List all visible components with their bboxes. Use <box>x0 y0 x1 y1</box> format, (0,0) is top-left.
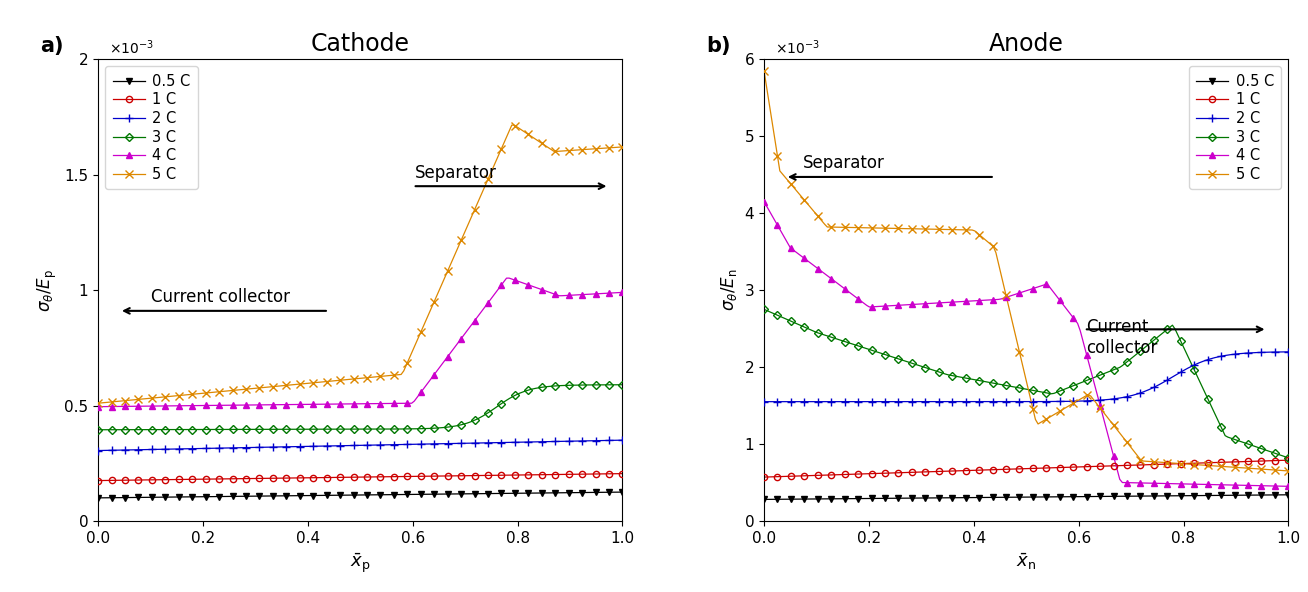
Title: Anode: Anode <box>989 32 1063 56</box>
Text: $\times10^{-3}$: $\times10^{-3}$ <box>109 38 153 57</box>
Legend: 0.5 C, 1 C, 2 C, 3 C, 4 C, 5 C: 0.5 C, 1 C, 2 C, 3 C, 4 C, 5 C <box>1189 66 1281 189</box>
Text: Separator: Separator <box>416 163 497 182</box>
X-axis label: $\bar{x}_\mathrm{n}$: $\bar{x}_\mathrm{n}$ <box>1016 551 1036 572</box>
Text: Current
collector: Current collector <box>1087 318 1158 357</box>
Text: Separator: Separator <box>803 155 886 172</box>
Text: $\times10^{-3}$: $\times10^{-3}$ <box>774 38 819 57</box>
Text: b): b) <box>706 36 731 56</box>
Y-axis label: $\sigma_\theta/E_\mathrm{p}$: $\sigma_\theta/E_\mathrm{p}$ <box>35 269 59 311</box>
Y-axis label: $\sigma_\theta/E_\mathrm{n}$: $\sigma_\theta/E_\mathrm{n}$ <box>719 269 739 311</box>
Text: a): a) <box>41 36 64 56</box>
Legend: 0.5 C, 1 C, 2 C, 3 C, 4 C, 5 C: 0.5 C, 1 C, 2 C, 3 C, 4 C, 5 C <box>106 66 198 189</box>
Title: Cathode: Cathode <box>311 32 409 56</box>
Text: Current collector: Current collector <box>150 288 289 306</box>
X-axis label: $\bar{x}_\mathrm{p}$: $\bar{x}_\mathrm{p}$ <box>351 551 370 575</box>
